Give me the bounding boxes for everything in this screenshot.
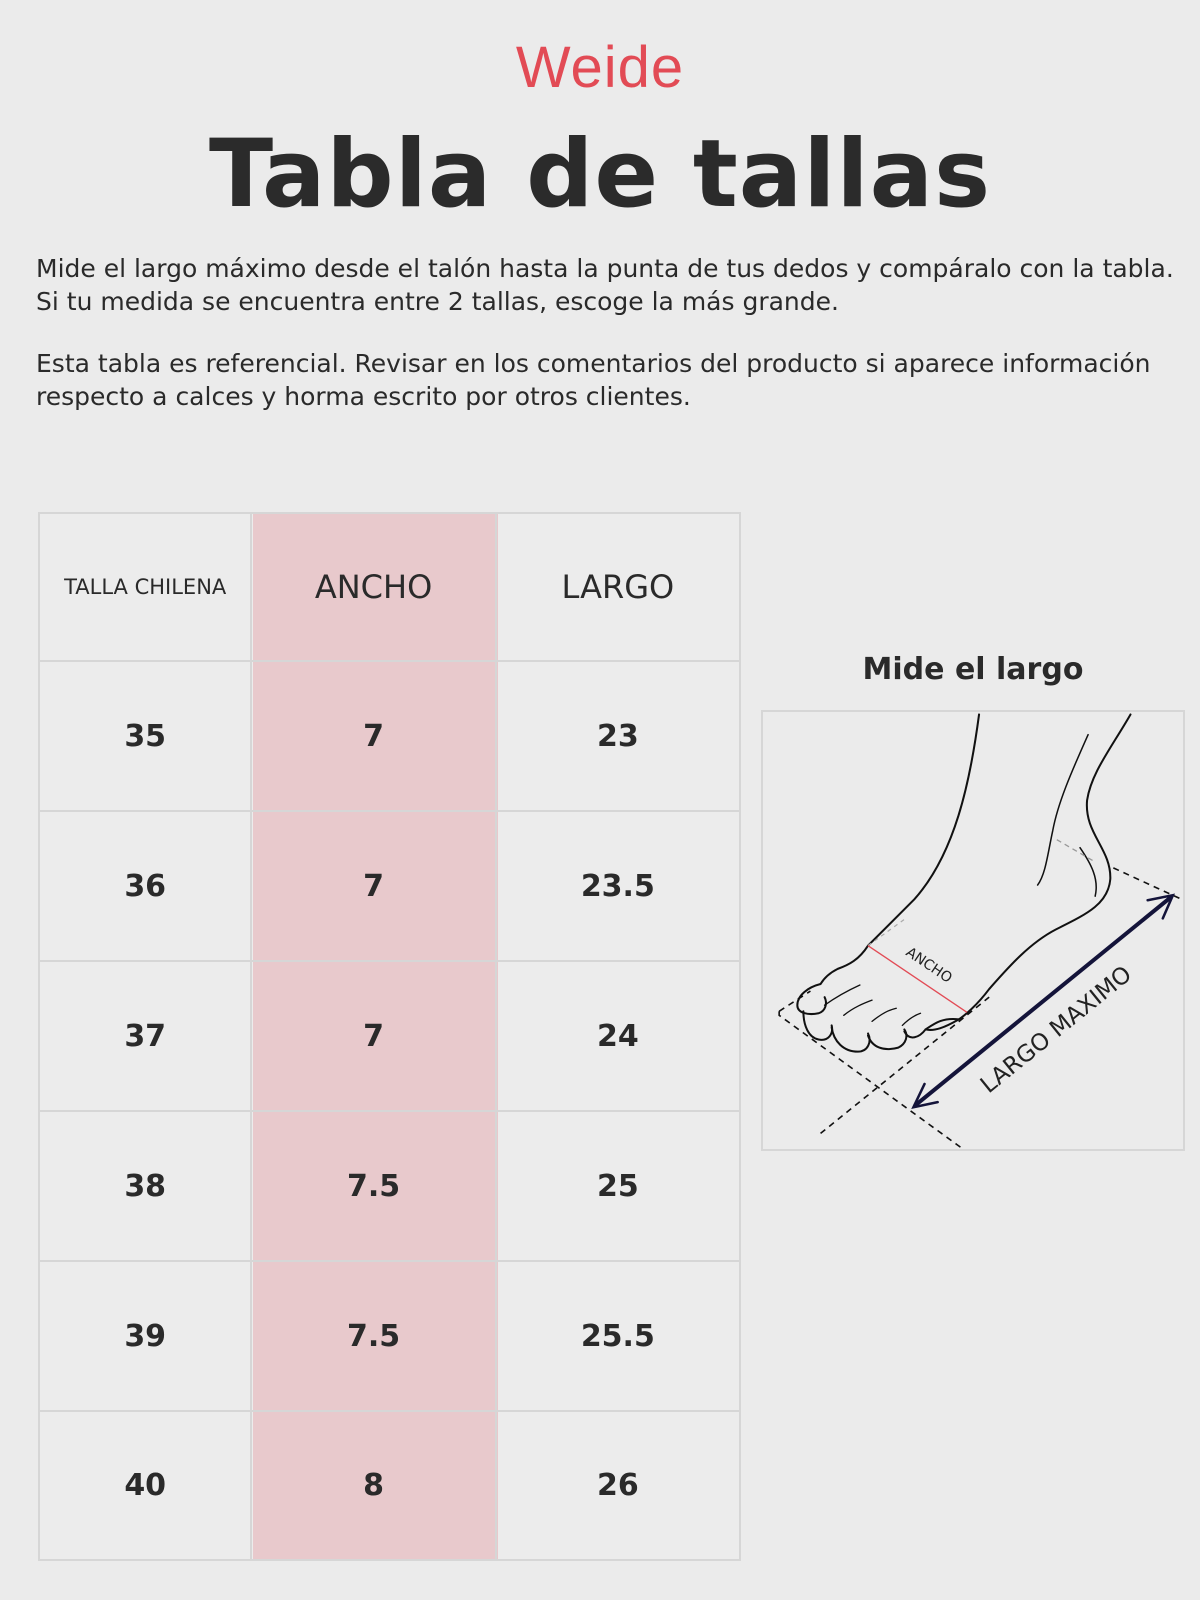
cell-largo: 24 (596, 1018, 639, 1054)
cell-largo: 23.5 (580, 868, 655, 904)
instructions-measure: Mide el largo máximo desde el talón hast… (36, 254, 1174, 316)
table-row: 37 7 24 (40, 962, 739, 1112)
table-row: 36 7 23.5 (40, 812, 739, 962)
width-line (867, 945, 968, 1013)
diagram-title: Mide el largo (862, 652, 1084, 687)
cell-largo: 26 (596, 1468, 639, 1503)
header-ancho: ANCHO (252, 514, 497, 660)
length-label: LARGO MAXIMO (975, 961, 1137, 1099)
cell-talla: 36 (40, 812, 253, 960)
cell-talla: 39 (40, 1262, 253, 1410)
cell-ancho: 7 (252, 962, 497, 1110)
table-row: 35 7 23 (40, 662, 739, 812)
page-title: Tabla de tallas (208, 120, 992, 229)
brand-logo: Weide (515, 35, 685, 100)
table-row: 39 7.5 25.5 (40, 1262, 739, 1412)
foot-illustration: ANCHO LARGO MAXIMO (778, 713, 1183, 1149)
cell-talla: 35 (40, 662, 253, 810)
table-header-row: TALLA CHILENA ANCHO LARGO (40, 514, 739, 662)
cell-talla: 40 (40, 1412, 253, 1559)
cell-ancho: 7.5 (252, 1112, 497, 1260)
instructions-reference: Esta tabla es referencial. Revisar en lo… (36, 349, 1151, 411)
header-largo: LARGO (561, 568, 675, 606)
table-row: 40 8 26 (40, 1412, 739, 1559)
cell-largo: 25 (596, 1168, 639, 1204)
cell-ancho: 7 (252, 812, 497, 960)
cell-ancho: 8 (252, 1412, 497, 1559)
cell-largo: 23 (596, 718, 639, 754)
cell-ancho: 7.5 (252, 1262, 497, 1410)
header-talla: TALLA CHILENA (40, 514, 253, 660)
size-table: TALLA CHILENA ANCHO LARGO 35 7 23 36 7 23.5 37… (38, 512, 741, 1561)
cell-talla: 38 (40, 1112, 253, 1260)
foot-measure-diagram: ANCHO LARGO MAXIMO (761, 710, 1185, 1151)
table-row: 38 7.5 25 (40, 1112, 739, 1262)
cell-talla: 37 (40, 962, 253, 1110)
cell-ancho: 7 (252, 662, 497, 810)
cell-largo: 25.5 (580, 1318, 655, 1354)
width-label: ANCHO (903, 944, 955, 986)
length-arrow (911, 893, 1176, 1109)
ancho-column-highlight (253, 514, 498, 1559)
